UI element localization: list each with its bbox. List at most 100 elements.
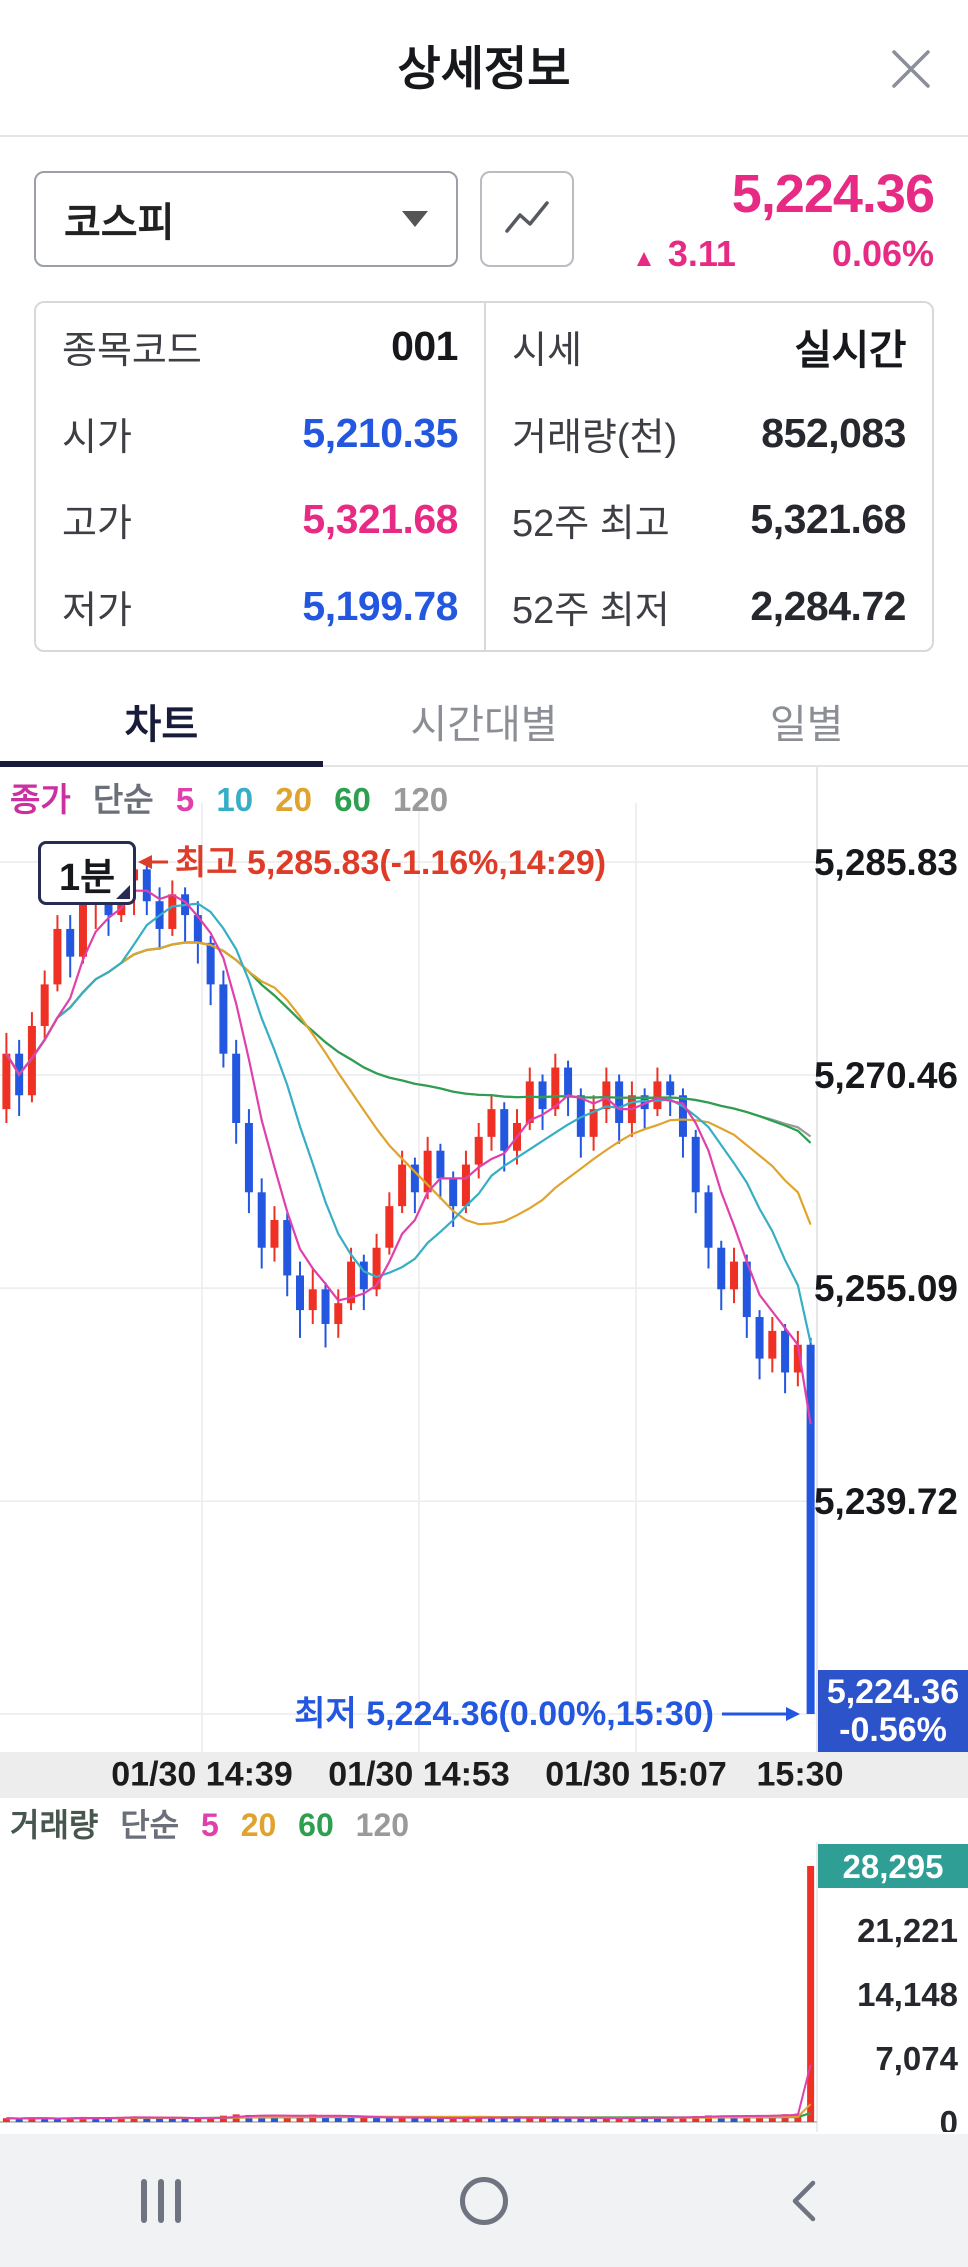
candle-body (806, 1344, 815, 1714)
volume-bar (730, 2116, 738, 2122)
recents-button[interactable] (0, 2134, 323, 2267)
volume-section[interactable]: 거래량 단순 5 20 60 120 28,295 21,221 14,148 7,0… (0, 1798, 968, 2132)
candle-body (219, 984, 228, 1054)
candle-body (768, 1330, 777, 1359)
x-axis-label: 01/30 14:39 (111, 1755, 293, 1794)
candle-body (232, 1053, 241, 1123)
info-value: 5,210.35 (302, 409, 458, 456)
ma-10-line (5, 902, 812, 1344)
price-chart[interactable]: 종가 단순 5 10 20 60 120 1분 5,285.83 5,270.46… (0, 767, 968, 1752)
candle-body (295, 1275, 304, 1311)
chart-type-button[interactable] (480, 171, 574, 267)
candle-body (666, 1081, 675, 1096)
volume-bar (411, 2117, 419, 2122)
info-value: 852,083 (761, 409, 906, 456)
volume-bar (704, 2115, 712, 2122)
candle-body (398, 1164, 407, 1207)
price-legend: 종가 단순 5 10 20 60 120 (10, 773, 461, 821)
legend-item: 20 (240, 1807, 277, 1843)
candle-body (589, 1109, 598, 1137)
symbol-select[interactable]: 코스피 (34, 171, 458, 267)
info-column-right: 시세 실시간 거래량(천) 852,083 52주 최고 5,321.68 52… (484, 303, 932, 650)
volume-bar (219, 2115, 227, 2122)
candle-body (283, 1220, 292, 1276)
volume-bar (539, 2117, 547, 2122)
info-value: 5,321.68 (750, 496, 906, 543)
candle-body (27, 1025, 36, 1096)
back-icon (792, 2180, 815, 2221)
tab-chart[interactable]: 차트 (0, 692, 323, 767)
info-cell-open: 시가 5,210.35 (36, 390, 484, 477)
volume-badge-text: 28,295 (843, 1848, 944, 1885)
volume-bar (577, 2118, 585, 2122)
chevron-down-icon (402, 211, 428, 227)
volume-bar (679, 2116, 687, 2122)
current-price: 5,224.36 (731, 164, 935, 224)
candlestick-chart-svg[interactable]: 5,285.83 5,270.46 5,255.09 5,239.72 최고 5,285… (0, 767, 968, 1752)
volume-bar (513, 2118, 521, 2122)
volume-bar (564, 2118, 572, 2122)
close-icon (892, 50, 930, 88)
volume-y-label: 21,221 (857, 1912, 958, 1949)
volume-bar (92, 2117, 100, 2122)
info-cell-52w-high: 52주 최고 5,321.68 (486, 477, 932, 564)
candle-body (653, 1081, 662, 1110)
candle-body (193, 915, 202, 943)
candle-body (500, 1109, 509, 1151)
volume-bar (322, 2115, 330, 2122)
info-column-left: 종목코드 001 시가 5,210.35 고가 5,321.68 저가 5,19… (36, 303, 484, 650)
candle-body (334, 1303, 343, 1324)
legend-item: 10 (216, 781, 254, 818)
candle-body (53, 928, 62, 985)
volume-bar (756, 2115, 764, 2122)
up-triangle-icon: ▲ (632, 245, 656, 272)
volume-chart-svg[interactable]: 28,295 21,221 14,148 7,074 0 (0, 1842, 968, 2132)
tab-by-time[interactable]: 시간대별 (410, 703, 558, 747)
candle-body (257, 1192, 266, 1248)
volume-bar (41, 2118, 49, 2122)
legend-item: 단순 (120, 1807, 180, 1843)
candle-body (538, 1081, 547, 1110)
candle-body (372, 1247, 381, 1290)
info-cell-high: 고가 5,321.68 (36, 477, 484, 564)
y-axis-label: 5,239.72 (814, 1481, 958, 1522)
back-button[interactable] (645, 2134, 968, 2267)
info-label: 고가 (62, 503, 132, 546)
interval-button[interactable]: 1분 (38, 841, 136, 905)
close-button[interactable] (886, 44, 936, 94)
volume-bar (590, 2118, 598, 2122)
legend-item: 20 (275, 781, 312, 818)
home-button[interactable] (323, 2134, 646, 2267)
volume-ma-20-line (6, 2103, 812, 2120)
low-arrow-icon (786, 1707, 800, 1721)
volume-bar (156, 2118, 164, 2122)
candle-body (742, 1261, 751, 1318)
line-chart-icon (505, 201, 549, 233)
volume-bar (807, 1866, 815, 2122)
volume-bar (117, 2117, 125, 2122)
volume-bar (436, 2118, 444, 2122)
candle-body (755, 1317, 764, 1359)
volume-y-label: 14,148 (857, 1976, 958, 2013)
high-annotation: 최고 5,285.83(-1.16%,14:29) (175, 844, 606, 882)
ma-120-line (5, 941, 812, 1138)
volume-bar (296, 2115, 304, 2122)
tab-daily[interactable]: 일별 (769, 703, 844, 747)
volume-bar (105, 2118, 113, 2122)
info-label: 종목코드 (62, 329, 202, 372)
volume-legend: 거래량 단순 5 20 60 120 (10, 1800, 422, 1846)
candle-body (359, 1261, 368, 1290)
volume-bar (551, 2117, 559, 2122)
candle-body (78, 901, 87, 957)
candle-body (487, 1109, 496, 1137)
candle-body (640, 1095, 649, 1110)
volume-bar (79, 2116, 87, 2122)
badge-price: 5,224.36 (827, 1673, 959, 1711)
volume-bar (628, 2117, 636, 2122)
x-axis-label: 01/30 14:53 (328, 1755, 510, 1794)
candle-body (410, 1164, 419, 1193)
info-value: 실시간 (794, 327, 906, 374)
candle-body (551, 1067, 560, 1110)
recents-icon (141, 2178, 182, 2223)
nav-bar (0, 2134, 968, 2267)
